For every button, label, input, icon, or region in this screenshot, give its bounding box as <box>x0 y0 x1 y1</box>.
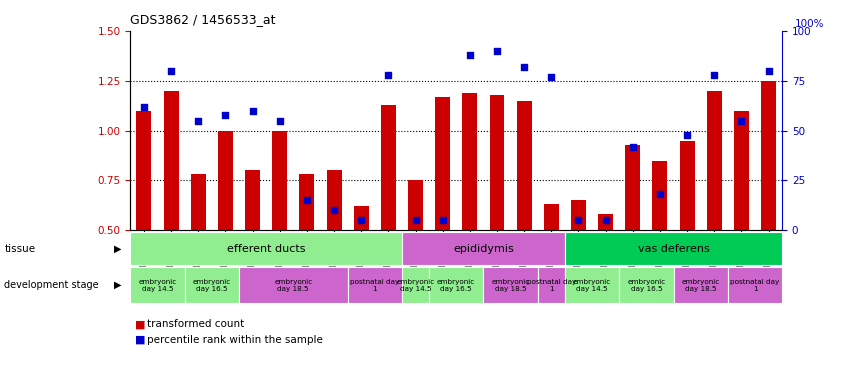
Bar <box>347 267 402 303</box>
Bar <box>381 104 396 230</box>
Text: embryonic
day 14.5: embryonic day 14.5 <box>139 279 177 291</box>
Text: percentile rank within the sample: percentile rank within the sample <box>147 335 323 345</box>
Point <box>436 217 449 223</box>
Bar <box>598 214 613 230</box>
Point <box>490 48 504 54</box>
Point <box>273 118 287 124</box>
Point <box>463 51 477 58</box>
Bar <box>626 144 640 230</box>
Bar <box>245 170 260 230</box>
Bar <box>537 267 565 303</box>
Bar <box>164 91 178 230</box>
Bar <box>435 97 450 230</box>
Bar <box>402 267 429 303</box>
Text: ▶: ▶ <box>114 243 121 254</box>
Point <box>599 217 612 223</box>
Text: embryonic
day 14.5: embryonic day 14.5 <box>396 279 435 291</box>
Text: ■: ■ <box>135 319 145 329</box>
Bar <box>565 232 782 265</box>
Text: postnatal day
1: postnatal day 1 <box>730 279 780 291</box>
Point <box>517 64 531 70</box>
Bar <box>674 267 727 303</box>
Text: embryonic
day 18.5: embryonic day 18.5 <box>681 279 720 291</box>
Bar <box>326 170 341 230</box>
Point <box>327 207 341 214</box>
Bar <box>727 267 782 303</box>
Point <box>545 74 558 80</box>
Bar <box>429 267 484 303</box>
Text: GDS3862 / 1456533_at: GDS3862 / 1456533_at <box>130 13 276 26</box>
Bar <box>619 267 674 303</box>
Text: embryonic
day 16.5: embryonic day 16.5 <box>437 279 475 291</box>
Bar <box>484 267 537 303</box>
Point <box>192 118 205 124</box>
Point <box>680 131 694 137</box>
Bar <box>516 101 532 230</box>
Text: transformed count: transformed count <box>147 319 245 329</box>
Text: development stage: development stage <box>4 280 99 290</box>
Bar <box>571 200 586 230</box>
Bar <box>218 131 233 230</box>
Text: embryonic
day 16.5: embryonic day 16.5 <box>627 279 665 291</box>
Bar <box>544 204 558 230</box>
Bar <box>761 81 776 230</box>
Bar <box>239 267 347 303</box>
Text: embryonic
day 16.5: embryonic day 16.5 <box>193 279 231 291</box>
Point <box>382 71 395 78</box>
Bar <box>185 267 239 303</box>
Point <box>707 71 721 78</box>
Point <box>246 108 259 114</box>
Bar <box>136 111 151 230</box>
Point <box>735 118 748 124</box>
Text: vas deferens: vas deferens <box>637 243 709 254</box>
Bar <box>272 131 287 230</box>
Bar <box>354 207 368 230</box>
Text: embryonic
day 18.5: embryonic day 18.5 <box>491 279 530 291</box>
Text: efferent ducts: efferent ducts <box>227 243 305 254</box>
Text: tissue: tissue <box>4 243 35 254</box>
Bar <box>489 94 505 230</box>
Point <box>219 111 232 118</box>
Point <box>572 217 585 223</box>
Point <box>137 104 151 110</box>
Bar <box>680 141 695 230</box>
Bar <box>191 174 206 230</box>
Point <box>164 68 177 74</box>
Bar <box>402 232 565 265</box>
Bar <box>408 180 423 230</box>
Text: epididymis: epididymis <box>453 243 514 254</box>
Text: ■: ■ <box>135 335 145 345</box>
Bar <box>734 111 748 230</box>
Bar <box>299 174 315 230</box>
Text: ▶: ▶ <box>114 280 121 290</box>
Text: embryonic
day 18.5: embryonic day 18.5 <box>274 279 312 291</box>
Text: postnatal day
1: postnatal day 1 <box>526 279 576 291</box>
Bar <box>463 93 478 230</box>
Text: embryonic
day 14.5: embryonic day 14.5 <box>573 279 611 291</box>
Y-axis label: 100%: 100% <box>795 19 825 29</box>
Point <box>300 197 314 204</box>
Point <box>762 68 775 74</box>
Point <box>626 144 639 150</box>
Bar <box>130 232 402 265</box>
Bar <box>653 161 668 230</box>
Bar <box>565 267 619 303</box>
Point <box>354 217 368 223</box>
Text: postnatal day
1: postnatal day 1 <box>350 279 399 291</box>
Point <box>409 217 422 223</box>
Bar <box>706 91 722 230</box>
Point <box>653 191 667 197</box>
Bar <box>130 267 185 303</box>
